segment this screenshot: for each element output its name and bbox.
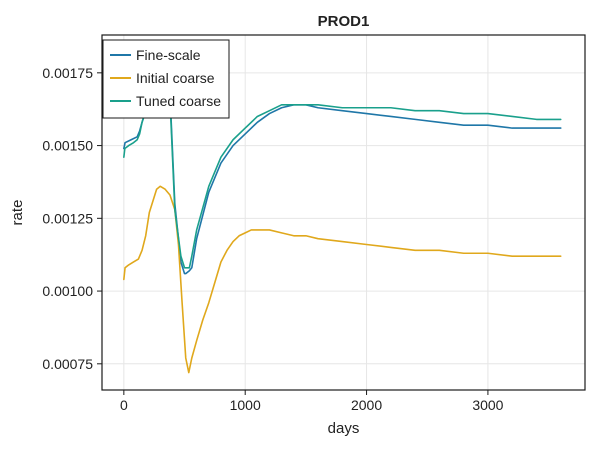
x-axis-label: days bbox=[328, 420, 360, 437]
x-tick-label: 3000 bbox=[472, 397, 503, 413]
x-tick-label: 2000 bbox=[351, 397, 382, 413]
legend-label: Fine-scale bbox=[136, 47, 201, 63]
legend-label: Tuned coarse bbox=[136, 93, 221, 109]
plot-frame bbox=[101, 34, 586, 391]
y-tick-label: 0.00100 bbox=[42, 283, 93, 299]
y-tick-label: 0.00125 bbox=[42, 210, 93, 226]
y-axis: 0.00075 0.00100 0.00125 0.00150 0.00175 bbox=[42, 65, 102, 372]
legend: Fine-scale Initial coarse Tuned coarse bbox=[102, 39, 230, 119]
x-tick-label: 0 bbox=[120, 397, 128, 413]
y-tick-label: 0.00150 bbox=[42, 138, 93, 154]
x-tick-label: 1000 bbox=[230, 397, 261, 413]
chart-title: PROD1 bbox=[318, 13, 370, 30]
x-axis: 0 1000 2000 3000 bbox=[120, 390, 504, 413]
y-axis-label: rate bbox=[9, 200, 26, 226]
series-line-initial-coarse bbox=[123, 185, 562, 374]
legend-label: Initial coarse bbox=[136, 70, 215, 86]
y-tick-label: 0.00075 bbox=[42, 356, 93, 372]
y-tick-label: 0.00175 bbox=[42, 65, 93, 81]
